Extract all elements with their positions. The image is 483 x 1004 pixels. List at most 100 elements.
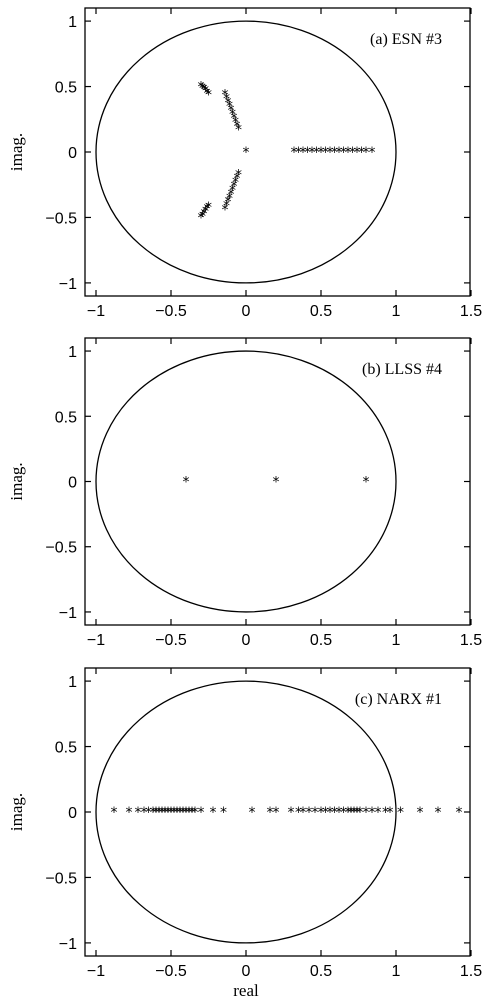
y-tick-label: −0.5 <box>45 870 77 887</box>
data-point: * <box>171 805 178 821</box>
data-point: * <box>174 805 181 821</box>
data-point: * <box>273 475 280 491</box>
data-point: * <box>201 82 208 98</box>
y-tick-label: −0.5 <box>45 540 77 557</box>
data-point: * <box>198 210 205 226</box>
data-point: * <box>456 805 463 821</box>
data-point: * <box>288 805 295 821</box>
y-tick-label: 0 <box>68 475 77 492</box>
data-point: * <box>318 145 325 161</box>
data-point: * <box>331 805 338 821</box>
data-point: * <box>135 805 142 821</box>
data-point: * <box>231 111 238 127</box>
data-point: * <box>354 145 361 161</box>
chart-panel-3: −1 −0.5 0 0.5 1 1.5 1 0.5 0 −0.5 −1 imag. (c) NARX #… <box>7 667 482 980</box>
data-point: * <box>363 475 370 491</box>
data-point: * <box>210 805 217 821</box>
data-point: * <box>369 805 376 821</box>
y-tick-label: 1 <box>68 344 77 361</box>
data-point: * <box>243 145 250 161</box>
data-point: * <box>229 183 236 199</box>
data-point: * <box>327 805 334 821</box>
y-tick-label: 0.5 <box>55 740 77 757</box>
data-point: * <box>220 805 227 821</box>
y-axis-label: imag. <box>7 462 26 500</box>
y-tick-label: 1 <box>68 674 77 691</box>
data-point: * <box>348 805 355 821</box>
data-point: * <box>150 805 157 821</box>
data-point: * <box>111 805 118 821</box>
data-point: * <box>417 805 424 821</box>
data-point: * <box>354 805 361 821</box>
data-point: * <box>306 805 313 821</box>
data-point: * <box>192 805 199 821</box>
data-point: * <box>336 805 343 821</box>
data-point: * <box>228 187 235 203</box>
x-tick-label: 0 <box>242 963 251 980</box>
data-point: * <box>363 145 370 161</box>
data-point: * <box>318 805 325 821</box>
data-point: * <box>201 207 208 223</box>
x-tick-label: 1 <box>392 303 401 320</box>
data-point: * <box>387 805 394 821</box>
data-point: * <box>229 107 236 123</box>
data-point: * <box>295 805 302 821</box>
data-point: * <box>153 805 160 821</box>
data-point: * <box>145 805 152 821</box>
y-tick-label: 0.5 <box>55 80 77 97</box>
x-tick-label: −0.5 <box>155 963 187 980</box>
y-tick-label: −1 <box>59 936 77 953</box>
x-axis-label: real <box>233 981 259 1000</box>
data-point: * <box>156 805 163 821</box>
x-tick-label: −1 <box>87 963 105 980</box>
data-point: * <box>357 805 364 821</box>
unit-circle <box>95 350 397 613</box>
data-point: * <box>235 167 242 183</box>
data-point: * <box>198 80 205 96</box>
data-point: * <box>435 805 442 821</box>
data-point: * <box>159 805 166 821</box>
unit-circle <box>95 680 397 944</box>
data-point: * <box>199 81 206 97</box>
data-point: * <box>382 805 389 821</box>
data-point: * <box>234 171 241 187</box>
data-point: * <box>225 195 232 211</box>
data-point: * <box>225 95 232 111</box>
data-point: * <box>183 805 190 821</box>
data-point: * <box>397 805 404 821</box>
data-point: * <box>313 145 320 161</box>
data-point: * <box>198 805 205 821</box>
data-point: * <box>228 103 235 119</box>
data-point: * <box>291 145 298 161</box>
y-axis-label: imag. <box>7 793 26 831</box>
data-point: * <box>204 201 211 217</box>
panel-title: (a) ESN #3 <box>370 31 442 48</box>
y-tick-label: 0.5 <box>55 409 77 426</box>
data-point: * <box>168 805 175 821</box>
data-point: * <box>375 805 382 821</box>
y-tick-label: 1 <box>68 14 77 31</box>
data-point: * <box>141 805 148 821</box>
data-point: * <box>345 145 352 161</box>
data-point: * <box>340 145 347 161</box>
x-tick-label: 0.5 <box>310 963 332 980</box>
x-tick-label: 1 <box>392 963 401 980</box>
data-point: * <box>222 203 229 219</box>
data-point: * <box>327 145 334 161</box>
x-tick-label: 1.5 <box>460 632 482 649</box>
data-point: * <box>331 145 338 161</box>
data-point: * <box>162 805 169 821</box>
data-point: * <box>205 87 212 103</box>
data-point: * <box>358 145 365 161</box>
data-point: * <box>202 83 209 99</box>
x-tick-label: 0 <box>242 632 251 649</box>
data-point: * <box>369 145 376 161</box>
x-tick-label: −1 <box>87 632 105 649</box>
data-point: * <box>231 179 238 195</box>
data-point: * <box>304 145 311 161</box>
data-point: * <box>177 805 184 821</box>
x-tick-label: 1.5 <box>460 963 482 980</box>
data-point: * <box>273 805 280 821</box>
chart-panel-2: −1 −0.5 0 0.5 1 1.5 1 0.5 0 −0.5 −1 imag. (b) LLSS #… <box>7 337 482 649</box>
data-point: * <box>235 123 242 139</box>
